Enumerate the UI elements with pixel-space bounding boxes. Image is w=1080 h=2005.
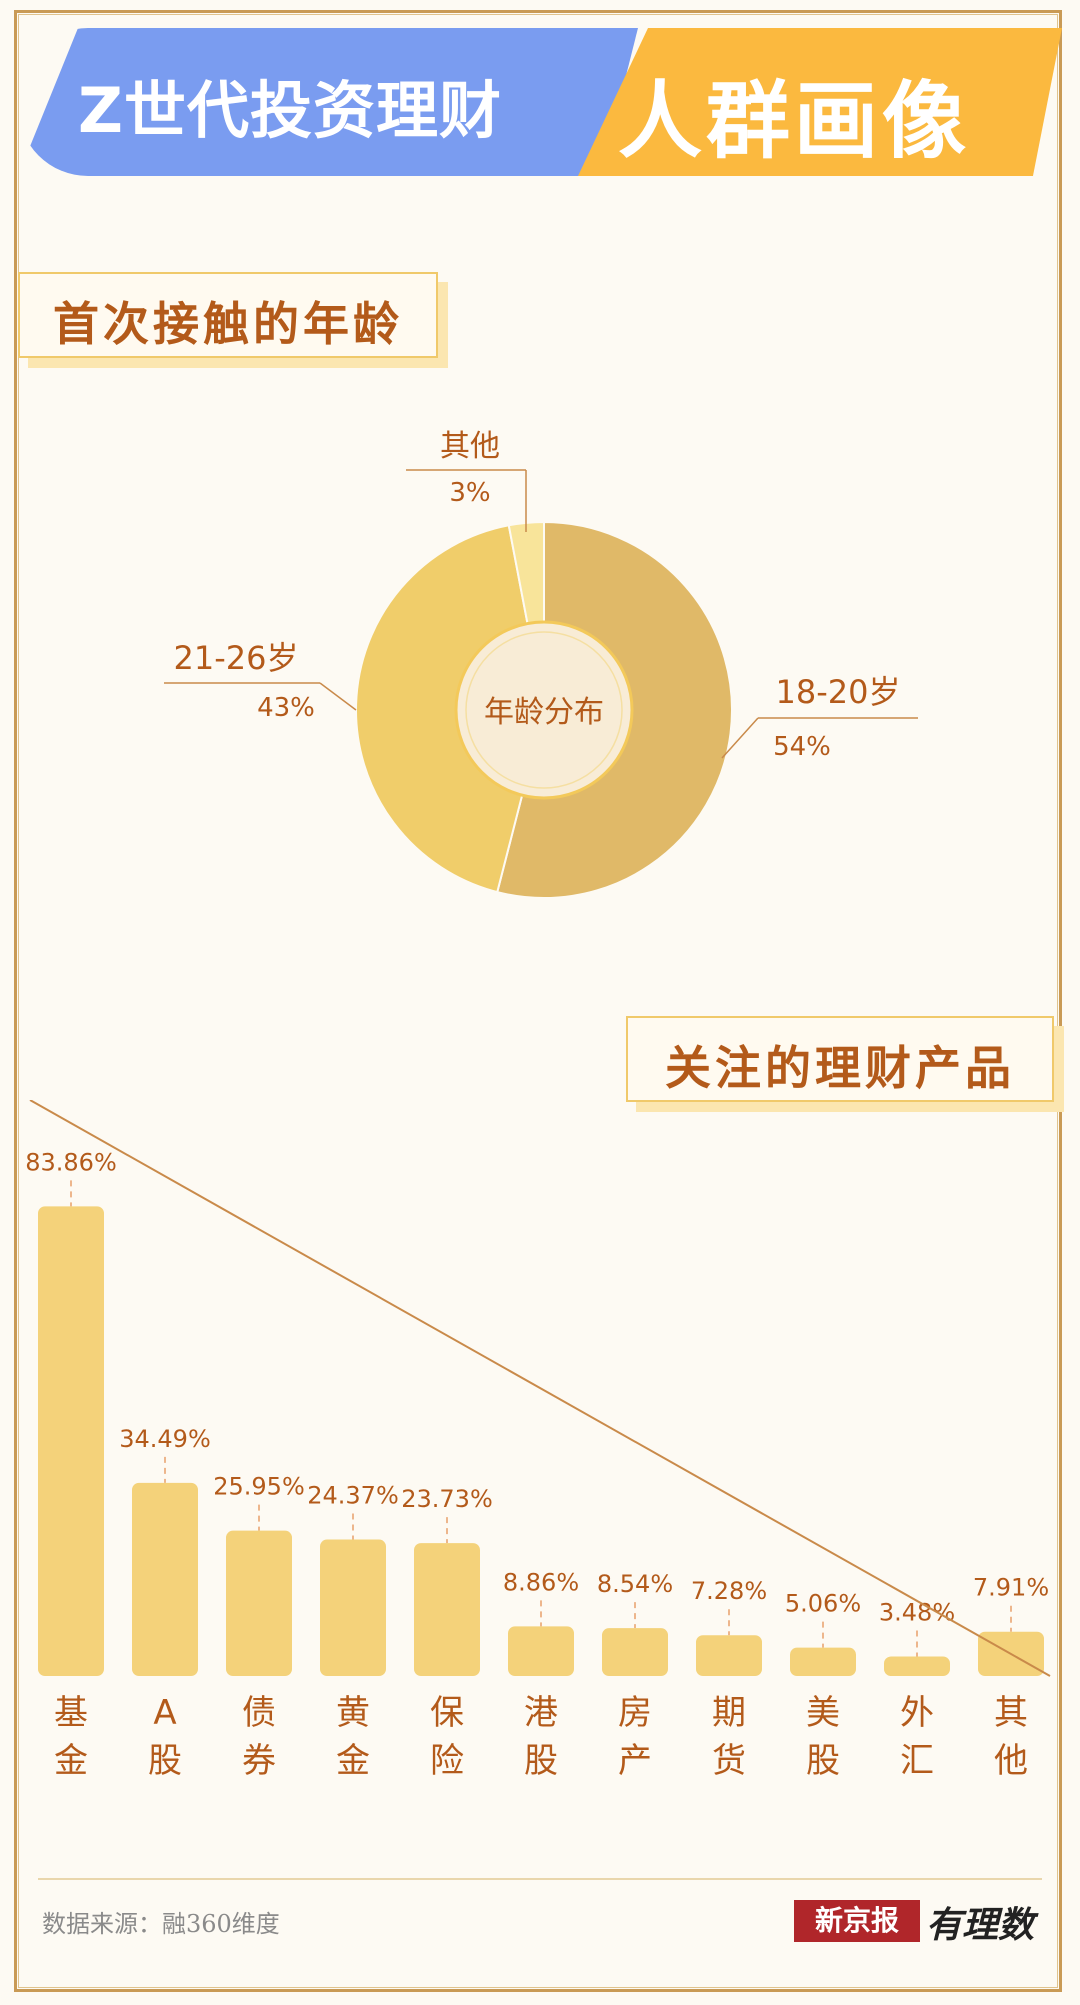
title-left: Z世代投资理财: [78, 74, 502, 147]
bar-9: [884, 1656, 950, 1676]
bar-value-label-8: 5.06%: [785, 1590, 861, 1618]
bar-value-label-7: 7.28%: [691, 1577, 767, 1605]
bar-category-label-2: 债券: [242, 1693, 276, 1780]
slice-label-other: 其他: [440, 429, 500, 464]
slice-label-18-20: 18-20岁: [776, 673, 901, 711]
bar-category-label-5: 港股: [524, 1693, 558, 1780]
products-section-title: 关注的理财产品: [665, 1041, 1015, 1095]
bar-value-label-5: 8.86%: [503, 1568, 579, 1596]
bar-3: [320, 1539, 386, 1676]
title-right: 人群画像: [618, 72, 971, 170]
outer-frame: [14, 10, 1062, 1992]
slice-label-21-26: 21-26岁: [174, 639, 299, 677]
brand-sub-logo: 有理数: [926, 1904, 1035, 1946]
title-banner-left: [18, 28, 638, 176]
bar-category-label-4: 保险: [430, 1693, 464, 1780]
bar-value-label-2: 25.95%: [213, 1473, 305, 1501]
brand-logo: 新京报: [794, 1900, 920, 1942]
bar-category-label-9: 外汇: [900, 1693, 934, 1780]
products-section-heading: 关注的理财产品: [626, 1016, 1054, 1102]
footer-rule: [38, 1878, 1042, 1880]
bar-category-label-7: 期货: [712, 1693, 746, 1780]
bar-2: [226, 1530, 292, 1676]
bar-value-label-3: 24.37%: [307, 1482, 399, 1510]
age-section-heading: 首次接触的年龄: [18, 272, 438, 358]
bar-7: [696, 1635, 762, 1676]
title-banner-right: [578, 28, 1062, 176]
age-donut-chart: 年龄分布 其他 3% 21-26岁 43% 18-20岁 54%: [164, 429, 918, 899]
bar-axis-line: [29, 1100, 1051, 1677]
inner-frame: [18, 14, 1058, 1988]
donut-center-label: 年龄分布: [484, 695, 604, 730]
bar-category-label-8: 美股: [806, 1693, 840, 1780]
donut-center-circle: [454, 620, 634, 800]
bar-category-label-10: 其他: [994, 1693, 1028, 1780]
slice-value-18-20: 54%: [773, 732, 831, 762]
callout-line-18-20: [721, 717, 759, 759]
slice-value-other: 3%: [449, 478, 490, 508]
callout-line-21-26: [319, 682, 357, 711]
bar-category-label-6: 房产: [618, 1693, 652, 1780]
products-bar-chart: 83.86% 34.49%25.95% 24.37% 23.73% 8.86% 8.54%…: [25, 1100, 1051, 1780]
bar-1: [132, 1482, 198, 1676]
title-banner: Z世代投资理财 人群画像: [18, 28, 1062, 176]
bar-value-label-0: 83.86%: [25, 1148, 117, 1176]
age-section-title: 首次接触的年龄: [53, 297, 403, 351]
bar-4: [414, 1543, 480, 1676]
data-source: 数据来源：融360维度: [42, 1910, 280, 1938]
slice-value-21-26: 43%: [257, 693, 315, 723]
bar-marks: 83.86% 34.49%25.95% 24.37% 23.73% 8.86% 8.54%…: [25, 1148, 1049, 1676]
donut-slice-21-26: [354, 524, 546, 894]
bar-0: [38, 1206, 104, 1676]
bar-5: [508, 1626, 574, 1676]
bar-6: [602, 1628, 668, 1676]
bar-value-label-1: 34.49%: [119, 1425, 211, 1453]
bar-category-label-0: 基金: [54, 1693, 88, 1780]
donut-center-ring: [465, 631, 623, 789]
bar-value-label-6: 8.54%: [597, 1570, 673, 1598]
bar-8: [790, 1647, 856, 1676]
bar-value-label-10: 7.91%: [973, 1574, 1049, 1602]
bar-category-label-3: 黄金: [336, 1693, 370, 1780]
bar-value-label-4: 23.73%: [401, 1485, 493, 1513]
bar-value-label-9: 3.48%: [879, 1599, 955, 1627]
